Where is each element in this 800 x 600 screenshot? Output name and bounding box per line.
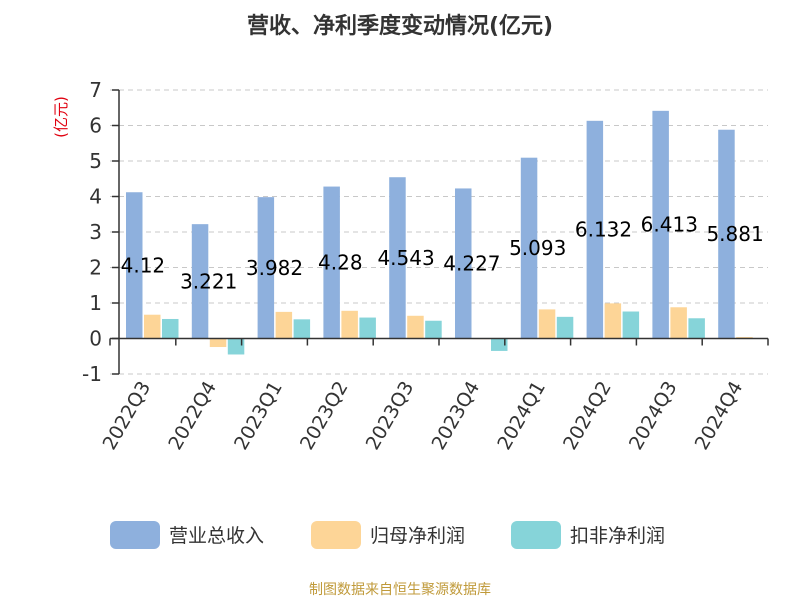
data-label: 3.982 <box>246 256 303 280</box>
y-tick-label: 0 <box>89 327 102 351</box>
y-tick-label: 2 <box>89 256 102 280</box>
data-labels: 4.12 3.221 3.982 4.28 4.543 4.227 5.093 6.132 6.… <box>121 213 764 294</box>
y-tick-label: 7 <box>89 78 102 102</box>
bar-series-2 <box>425 320 442 339</box>
data-label: 4.12 <box>121 253 166 277</box>
bar-series-1 <box>144 314 161 339</box>
bar-series-0 <box>718 129 735 339</box>
bar-series-2 <box>359 317 376 339</box>
bar-series-2 <box>293 319 311 339</box>
bar-series-0 <box>652 110 669 339</box>
x-tick-label: 2022Q3 <box>98 378 155 454</box>
bar-series-2 <box>556 316 574 339</box>
bar-series-0 <box>126 192 143 339</box>
y-tick-label: 6 <box>89 114 102 138</box>
legend-swatch <box>110 521 160 549</box>
chart-title: 营收、净利季度变动情况(亿元) <box>247 13 553 39</box>
source-note: 制图数据来自恒生聚源数据库 <box>309 582 491 598</box>
data-label: 6.413 <box>641 213 698 237</box>
legend: 营业总收入 归母净利润 扣非净利润 <box>110 521 665 549</box>
data-label: 4.227 <box>443 251 500 275</box>
legend-label: 扣非净利润 <box>570 525 665 547</box>
bar-series-1 <box>604 303 622 339</box>
bar-series-0 <box>586 120 604 339</box>
bar-series-0 <box>257 197 275 339</box>
bar-series-1 <box>275 311 293 339</box>
bar-series-0 <box>323 186 340 339</box>
y-tick-label: 3 <box>89 220 102 244</box>
bar-series-2 <box>227 338 245 355</box>
bar-series-0 <box>520 157 538 339</box>
x-tick-label: 2022Q4 <box>164 378 221 454</box>
y-tick-label: 1 <box>89 291 102 315</box>
bar-series-1 <box>407 315 424 339</box>
y-tick-label: 4 <box>89 185 102 209</box>
bar-series-2 <box>688 318 705 339</box>
y-tick-label: 5 <box>89 149 102 173</box>
y-axis-label: (亿元) <box>52 96 70 138</box>
x-tick-label: 2023Q3 <box>362 378 419 454</box>
data-label: 4.543 <box>377 246 434 270</box>
data-label: 3.221 <box>180 269 237 293</box>
data-label: 6.132 <box>575 218 632 242</box>
bar-series-1 <box>538 309 556 339</box>
legend-swatch <box>511 521 561 549</box>
x-tick-label: 2024Q1 <box>493 378 550 454</box>
bar-series-2 <box>491 338 508 351</box>
data-label: 5.093 <box>509 236 566 260</box>
bar-series-0 <box>389 177 406 339</box>
data-label: 4.28 <box>318 251 363 275</box>
legend-label: 营业总收入 <box>169 525 264 547</box>
y-tick-label: -1 <box>82 362 102 386</box>
bar-series-0 <box>455 188 472 339</box>
grid-lines <box>110 89 768 375</box>
bar-series-1 <box>341 310 358 339</box>
x-tick-label: 2023Q4 <box>427 378 484 454</box>
x-tick-label: 2023Q2 <box>296 378 353 454</box>
x-tick-label: 2024Q2 <box>559 378 616 454</box>
x-tick-label: 2023Q1 <box>230 378 287 454</box>
bar-series-2 <box>162 318 179 339</box>
bars <box>126 110 753 355</box>
data-label: 5.881 <box>706 222 763 246</box>
bar-series-1 <box>209 338 227 348</box>
x-tick-label: 2024Q4 <box>691 378 748 454</box>
legend-swatch <box>311 521 361 549</box>
bar-series-1 <box>670 307 687 339</box>
bar-series-2 <box>622 311 640 339</box>
x-tick-label: 2024Q3 <box>625 378 682 454</box>
legend-label: 归母净利润 <box>370 525 465 547</box>
bar-series-0 <box>191 224 209 339</box>
